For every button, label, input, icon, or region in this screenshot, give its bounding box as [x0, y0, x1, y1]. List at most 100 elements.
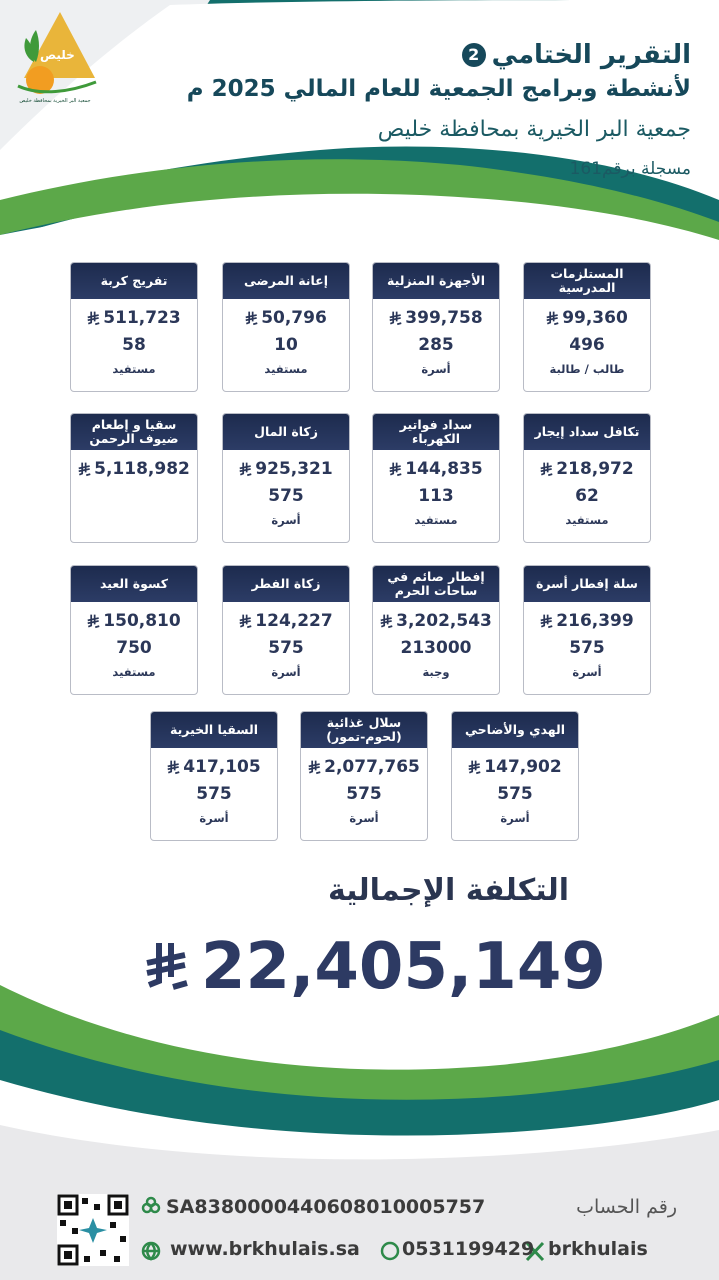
riyal-symbol — [540, 614, 553, 628]
amount-row: 399,758 — [373, 307, 499, 329]
beneficiary-count: 213000 — [400, 638, 472, 658]
card-title: الأجهزة المنزلية — [373, 263, 499, 299]
qr-code — [57, 1194, 129, 1266]
riyal-symbol — [468, 760, 481, 774]
website: www.brkhulais.sa — [170, 1238, 360, 1260]
amount: 2,077,765 — [324, 757, 420, 777]
program-card: كسوة العيد 150,810 750 مستفيد — [70, 565, 198, 695]
beneficiary-unit: أسرة — [271, 665, 301, 679]
program-card: زكاة الفطر 124,227 575 أسرة — [222, 565, 350, 695]
beneficiary-unit: أسرة — [421, 362, 451, 376]
riyal-symbol — [540, 462, 553, 476]
beneficiary-unit: مستفيد — [112, 362, 156, 376]
amount-row: 150,810 — [71, 610, 197, 632]
white-band — [0, 199, 719, 270]
amount: 99,360 — [562, 308, 628, 328]
riyal-symbol — [546, 311, 559, 325]
card-title: سقيا و إطعام ضيوف الرحمن — [71, 414, 197, 450]
card-title: إعانة المرضى — [223, 263, 349, 299]
amount-row: 3,202,543 — [373, 610, 499, 632]
logo-caption: جمعية البر الخيرية بمحافظة خليص — [19, 98, 91, 104]
program-card: زكاة المال 925,321 575 أسرة — [222, 413, 350, 543]
amount: 218,972 — [556, 459, 634, 479]
program-card: سلال غذائية (لحوم-تمور) 2,077,765 575 أسرة — [300, 711, 428, 841]
amount-row: 124,227 — [223, 610, 349, 632]
riyal-symbol — [146, 943, 188, 990]
riyal-symbol — [308, 760, 321, 774]
title-row: التقرير الختامي 2 — [461, 40, 691, 70]
program-card: المستلزمات المدرسية 99,360 496 طالب / طالبة — [523, 262, 651, 392]
amount-row: 99,360 — [524, 307, 650, 329]
beneficiary-unit: أسرة — [199, 811, 229, 825]
card-title: كسوة العيد — [71, 566, 197, 602]
program-card: سداد فواتير الكهرباء 144,835 113 مستفيد — [372, 413, 500, 543]
card-title: المستلزمات المدرسية — [524, 263, 650, 299]
program-card: الأجهزة المنزلية 399,758 285 أسرة — [372, 262, 500, 392]
amount-row: 511,723 — [71, 307, 197, 329]
riyal-symbol — [87, 311, 100, 325]
beneficiary-unit: مستفيد — [112, 665, 156, 679]
subtitle: لأنشطة وبرامج الجمعية للعام المالي 2025 … — [186, 76, 691, 102]
amount: 150,810 — [103, 611, 181, 631]
beneficiary-count: 575 — [346, 784, 382, 804]
program-card: إعانة المرضى 50,796 10 مستفيد — [222, 262, 350, 392]
amount-row: 50,796 — [223, 307, 349, 329]
beneficiary-count: 575 — [569, 638, 605, 658]
beneficiary-count: 575 — [268, 486, 304, 506]
riyal-symbol — [167, 760, 180, 774]
riyal-symbol — [78, 462, 91, 476]
header-panel — [0, 0, 719, 205]
amount-row: 147,902 — [452, 756, 578, 778]
card-title: تكافل سداد إيجار — [524, 414, 650, 450]
logo — [17, 12, 97, 94]
amount: 50,796 — [261, 308, 327, 328]
beneficiary-unit: طالب / طالبة — [549, 362, 625, 376]
social-handle: brkhulais — [548, 1238, 648, 1260]
amount: 399,758 — [405, 308, 483, 328]
program-card: تكافل سداد إيجار 218,972 62 مستفيد — [523, 413, 651, 543]
riyal-symbol — [239, 614, 252, 628]
amount-row: 2,077,765 — [301, 756, 427, 778]
beneficiary-unit: مستفيد — [414, 513, 458, 527]
beneficiary-count: 575 — [196, 784, 232, 804]
part-badge: 2 — [461, 43, 486, 67]
beneficiary-count: 575 — [268, 638, 304, 658]
amount: 511,723 — [103, 308, 181, 328]
card-title: تفريج كربة — [71, 263, 197, 299]
amount: 3,202,543 — [396, 611, 492, 631]
beneficiary-count: 113 — [418, 486, 454, 506]
program-card: سقيا و إطعام ضيوف الرحمن 5,118,982 — [70, 413, 198, 543]
riyal-symbol — [389, 311, 402, 325]
beneficiary-unit: أسرة — [349, 811, 379, 825]
registration: مسجلة برقم161 — [569, 159, 691, 179]
beneficiary-unit: أسرة — [500, 811, 530, 825]
amount-row: 925,321 — [223, 458, 349, 480]
riyal-symbol — [87, 614, 100, 628]
riyal-symbol — [380, 614, 393, 628]
program-card: سلة إفطار أسرة 216,399 575 أسرة — [523, 565, 651, 695]
riyal-symbol — [239, 462, 252, 476]
beneficiary-count: 10 — [274, 335, 298, 355]
amount: 417,105 — [183, 757, 261, 777]
beneficiary-unit: مستفيد — [264, 362, 308, 376]
program-card: تفريج كربة 511,723 58 مستفيد — [70, 262, 198, 392]
title: التقرير الختامي — [491, 40, 691, 70]
beneficiary-count: 750 — [116, 638, 152, 658]
amount-row: 417,105 — [151, 756, 277, 778]
account-label: رقم الحساب — [576, 1196, 677, 1218]
total-row: 22,405,149 — [145, 930, 606, 1004]
beneficiary-count: 575 — [497, 784, 533, 804]
x-icon — [525, 1241, 545, 1262]
logo-name: خليص — [40, 48, 75, 62]
amount-row: 5,118,982 — [71, 458, 197, 480]
beneficiary-count: 58 — [122, 335, 146, 355]
amount: 124,227 — [255, 611, 333, 631]
amount: 216,399 — [556, 611, 634, 631]
amount: 147,902 — [484, 757, 562, 777]
card-title: الهدي والأضاحي — [452, 712, 578, 748]
amount-row: 216,399 — [524, 610, 650, 632]
card-title: السقيا الخيرية — [151, 712, 277, 748]
green-band — [0, 159, 719, 240]
amount: 5,118,982 — [94, 459, 190, 479]
